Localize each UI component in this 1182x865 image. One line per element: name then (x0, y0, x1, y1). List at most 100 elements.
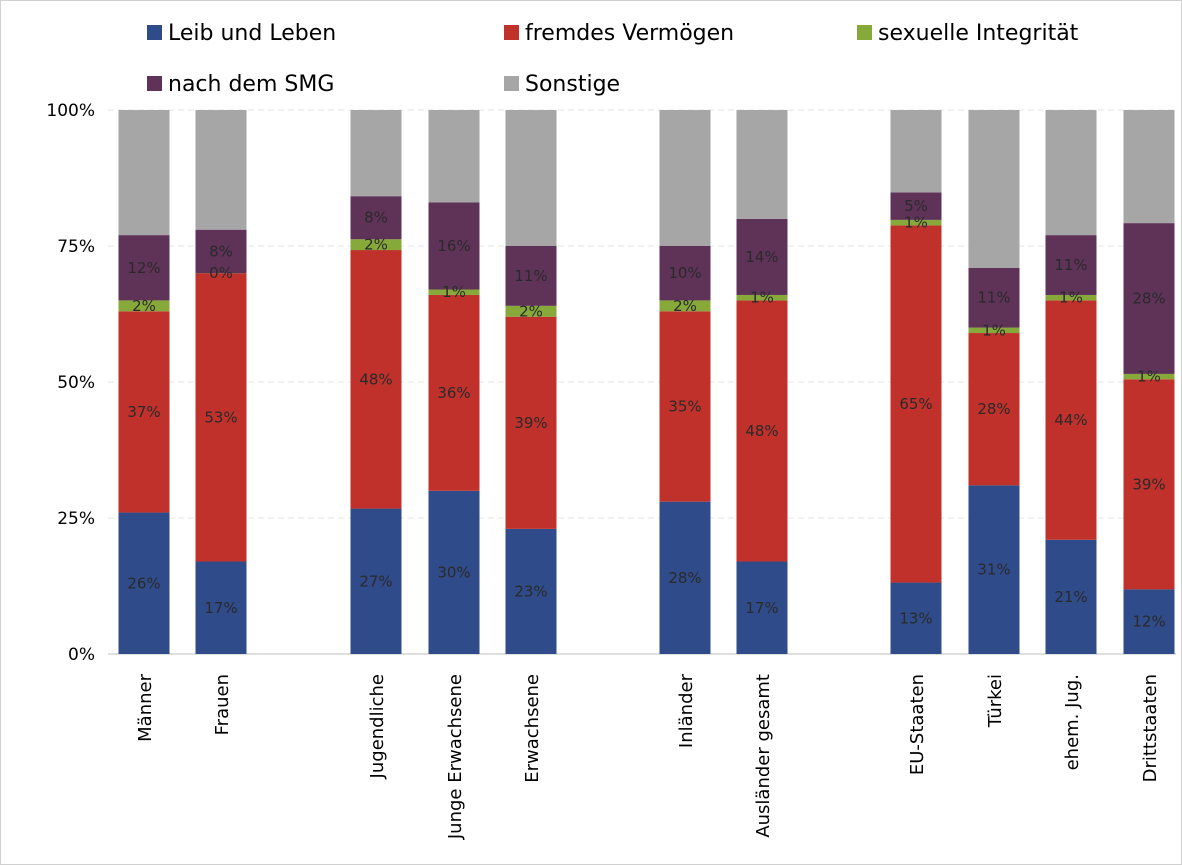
data-label: 28% (668, 569, 701, 587)
data-label: 30% (437, 563, 470, 581)
bar-sexuelle-integrität-erwachsene (505, 305, 557, 317)
x-tick-label: Männer (135, 673, 156, 741)
data-label: 1% (1137, 368, 1161, 386)
data-label: 31% (977, 561, 1010, 579)
legend-label: nach dem SMG (168, 72, 334, 97)
bar-sonstige-jugendliche (350, 110, 402, 197)
data-label: 13% (899, 609, 932, 627)
bar-nach-dem-smg-ausländer-gesamt (736, 218, 788, 295)
bar-nach-dem-smg-junge-erwachsene (428, 202, 480, 290)
data-label: 17% (204, 599, 237, 617)
bars (118, 110, 1175, 654)
bar-nach-dem-smg-erwachsene (505, 246, 557, 306)
data-label: 37% (127, 403, 160, 421)
data-label: 27% (359, 572, 392, 590)
bar-sexuelle-integrität-türkei (968, 327, 1020, 334)
bar-nach-dem-smg-drittstaaten (1123, 223, 1175, 374)
bar-sexuelle-integrität-inländer (659, 300, 711, 312)
data-label: 17% (745, 599, 778, 617)
data-label: 11% (1054, 256, 1087, 274)
bar-sexuelle-integrität-ehem-jug (1045, 294, 1097, 301)
x-axis: Männer Frauen Jugendliche Junge Erwachsene E… (135, 673, 1161, 840)
x-tick-label: Erwachsene (522, 674, 543, 783)
bar-leib-und-leben-jugendliche (350, 508, 402, 654)
data-label: 48% (359, 370, 392, 388)
bar-sonstige-erwachsene (505, 110, 557, 246)
bar-sexuelle-integrität-drittstaaten (1123, 373, 1175, 380)
legend-label: Leib und Leben (168, 21, 336, 46)
bar-fremdes-vermögen-jugendliche (350, 250, 402, 509)
x-tick-label: Frauen (212, 674, 233, 735)
bar-nach-dem-smg-ehem-jug (1045, 235, 1097, 295)
data-label: 36% (437, 384, 470, 402)
data-label: 53% (204, 408, 237, 426)
bar-leib-und-leben-türkei (968, 485, 1020, 654)
bar-leib-und-leben-junge-erwachsene (428, 490, 480, 654)
bar-nach-dem-smg-frauen (195, 229, 247, 274)
bar-sonstige-frauen (195, 110, 247, 230)
bar-nach-dem-smg-jugendliche (350, 196, 402, 240)
data-label: 2% (132, 297, 156, 315)
bar-sonstige-eu-staaten (890, 110, 942, 193)
bar-sonstige-junge-erwachsene (428, 110, 480, 203)
x-tick-label: ehem. Jug. (1062, 674, 1083, 770)
bar-fremdes-vermögen-frauen (195, 273, 247, 562)
bar-fremdes-vermögen-ausländer-gesamt (736, 300, 788, 562)
bar-leib-und-leben-ehem-jug (1045, 539, 1097, 654)
bar-sexuelle-integrität-männer (118, 300, 170, 312)
legend-swatch-sexuelle-integrität (857, 25, 872, 40)
data-label: 35% (668, 397, 701, 415)
legend: Leib und Leben fremdes Vermögen sexuelle I… (147, 21, 1079, 97)
data-label: 26% (127, 574, 160, 592)
data-label: 28% (1132, 290, 1165, 308)
data-label: 0% (209, 264, 233, 282)
bar-sexuelle-integrität-ausländer-gesamt (736, 294, 788, 301)
legend-swatch-sonstige (504, 76, 519, 91)
legend-label: Sonstige (525, 72, 620, 97)
data-label: 65% (899, 395, 932, 413)
data-label: 11% (514, 267, 547, 285)
data-label: 2% (673, 297, 697, 315)
x-tick-label: Inländer (676, 673, 697, 748)
y-tick-label: 25% (57, 509, 95, 529)
bar-nach-dem-smg-inländer (659, 246, 711, 301)
bar-leib-und-leben-drittstaaten (1123, 589, 1175, 654)
data-label: 10% (668, 264, 701, 282)
data-label: 39% (514, 414, 547, 432)
bar-fremdes-vermögen-eu-staaten (890, 225, 942, 583)
bar-leib-und-leben-eu-staaten (890, 582, 942, 654)
data-label: 23% (514, 582, 547, 600)
legend-swatch-fremdes-vermögen (504, 25, 519, 40)
bar-fremdes-vermögen-türkei (968, 333, 1020, 486)
data-label: 1% (982, 321, 1006, 339)
bar-fremdes-vermögen-männer (118, 311, 170, 513)
x-tick-label: EU-Staaten (907, 674, 928, 775)
data-label: 1% (1059, 289, 1083, 307)
x-tick-label: Jugendliche (367, 674, 388, 779)
data-label: 11% (977, 289, 1010, 307)
data-label: 21% (1054, 588, 1087, 606)
y-tick-label: 0% (68, 645, 95, 665)
bar-leib-und-leben-frauen (195, 561, 247, 654)
data-label: 14% (745, 248, 778, 266)
bar-fremdes-vermögen-inländer (659, 311, 711, 502)
bar-sonstige-ehem-jug (1045, 110, 1097, 236)
data-label: 5% (904, 197, 928, 215)
x-tick-label: Junge Erwachsene (445, 674, 466, 840)
bar-nach-dem-smg-türkei (968, 267, 1020, 328)
bar-leib-und-leben-inländer (659, 501, 711, 654)
bar-sexuelle-integrität-eu-staaten (890, 219, 942, 226)
legend-swatch-leib-und-leben (147, 25, 162, 40)
x-tick-label: Türkei (985, 674, 1006, 728)
x-tick-label: Drittstaaten (1140, 674, 1161, 782)
bar-leib-und-leben-männer (118, 512, 170, 654)
bar-sonstige-inländer (659, 110, 711, 246)
bar-sonstige-drittstaaten (1123, 110, 1175, 224)
data-label: 1% (750, 289, 774, 307)
data-label: 44% (1054, 411, 1087, 429)
bar-sexuelle-integrität-jugendliche (350, 239, 402, 251)
bar-sonstige-ausländer-gesamt (736, 110, 788, 219)
y-tick-label: 50% (57, 373, 95, 393)
data-label: 16% (437, 237, 470, 255)
